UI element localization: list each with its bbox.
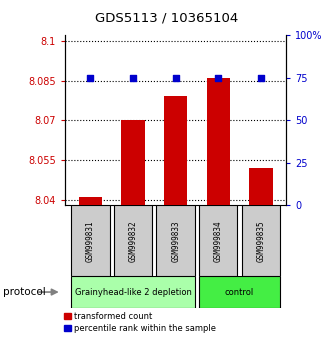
Text: Grainyhead-like 2 depletion: Grainyhead-like 2 depletion [75,287,191,297]
Point [215,75,221,81]
Bar [121,120,145,205]
Bar [79,197,102,205]
Point [88,75,93,81]
Point [131,75,136,81]
Point [173,75,178,81]
Text: GSM999831: GSM999831 [86,220,95,262]
Bar [157,205,195,276]
Text: GSM999835: GSM999835 [256,220,265,262]
Bar [114,205,152,276]
Bar [199,205,237,276]
Bar [71,205,110,276]
Text: control: control [225,287,254,297]
Bar [199,276,280,308]
Text: GSM999833: GSM999833 [171,220,180,262]
Text: GDS5113 / 10365104: GDS5113 / 10365104 [95,12,238,25]
Text: GSM999834: GSM999834 [214,220,223,262]
Text: protocol: protocol [3,287,46,297]
Bar [164,96,187,205]
Bar [71,276,195,308]
Bar [206,78,230,205]
Legend: transformed count, percentile rank within the sample: transformed count, percentile rank withi… [64,312,216,333]
Text: GSM999832: GSM999832 [129,220,138,262]
Bar [249,168,272,205]
Point [258,75,263,81]
Bar [242,205,280,276]
